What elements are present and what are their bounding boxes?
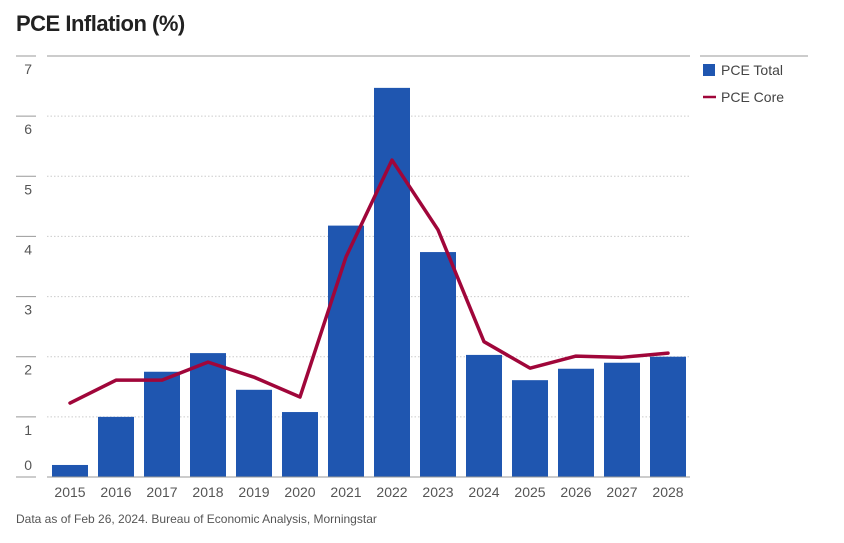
bar-2021 <box>328 225 364 477</box>
x-tick-label: 2022 <box>376 484 407 500</box>
y-tick-label: 0 <box>24 457 32 473</box>
y-tick-label: 1 <box>24 422 32 438</box>
line-pce-core <box>68 158 670 405</box>
x-tick-label: 2027 <box>606 484 637 500</box>
legend-label-pce-core: PCE Core <box>721 89 784 105</box>
bar-2023 <box>420 252 456 477</box>
x-tick-label: 2018 <box>192 484 223 500</box>
y-tick-label: 7 <box>24 61 32 77</box>
x-tick-label: 2015 <box>54 484 85 500</box>
y-tick-label: 4 <box>24 241 32 257</box>
bar-2016 <box>98 416 134 477</box>
x-tick-label: 2024 <box>468 484 499 500</box>
y-tick-label: 6 <box>24 121 32 137</box>
bar-2025 <box>512 380 548 477</box>
x-tick-label: 2021 <box>330 484 361 500</box>
bar-2015 <box>52 464 88 477</box>
bar-2022 <box>374 87 410 477</box>
bar-2019 <box>236 389 272 477</box>
y-tick-label: 5 <box>24 181 32 197</box>
y-tick-label: 3 <box>24 302 32 318</box>
legend-swatch-pce-total <box>703 64 715 76</box>
chart-title: PCE Inflation (%) <box>16 11 185 36</box>
legend-label-pce-total: PCE Total <box>721 62 783 78</box>
bar-2020 <box>282 412 318 477</box>
bar-2027 <box>604 362 640 477</box>
bar-2028 <box>650 356 686 477</box>
x-tick-label: 2020 <box>284 484 315 500</box>
x-tick-label: 2023 <box>422 484 453 500</box>
x-tick-label: 2028 <box>652 484 683 500</box>
bar-2024 <box>466 354 502 477</box>
x-tick-label: 2025 <box>514 484 545 500</box>
source-note: Data as of Feb 26, 2024. Bureau of Econo… <box>16 512 377 526</box>
x-tick-label: 2017 <box>146 484 177 500</box>
x-tick-label: 2026 <box>560 484 591 500</box>
x-tick-label: 2016 <box>100 484 131 500</box>
bar-2018 <box>190 353 226 477</box>
bar-2026 <box>558 368 594 477</box>
y-tick-label: 2 <box>24 362 32 378</box>
bar-2017 <box>144 371 180 477</box>
x-tick-label: 2019 <box>238 484 269 500</box>
